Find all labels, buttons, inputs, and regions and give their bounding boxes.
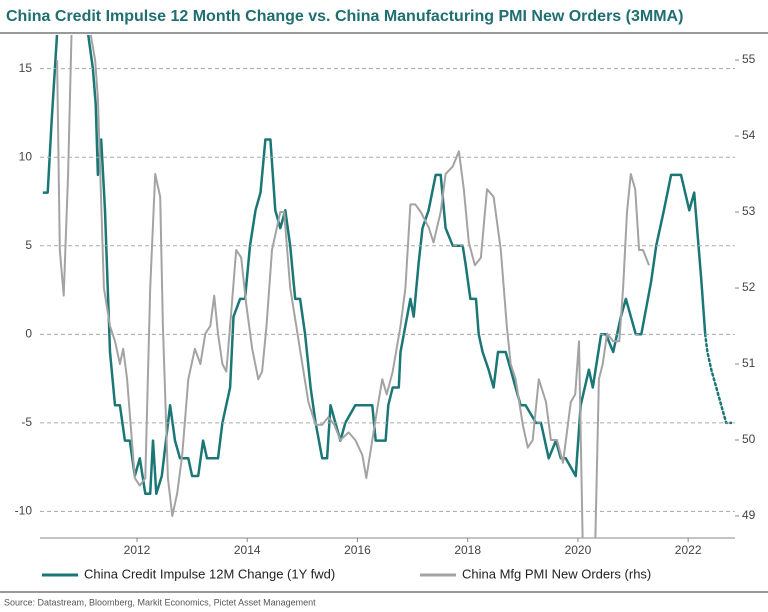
series-line xyxy=(42,35,707,495)
x-tick-label: 2016 xyxy=(344,543,371,557)
y2-tick-label: 53 xyxy=(742,204,756,218)
series-line xyxy=(56,35,650,538)
legend-label: China Mfg PMI New Orders (rhs) xyxy=(462,566,651,581)
y2-tick-label: 49 xyxy=(742,508,756,522)
y-tick-label: -10 xyxy=(15,504,33,518)
x-tick-label: 2018 xyxy=(454,543,481,557)
y-tick-label: 10 xyxy=(19,149,33,163)
y2-tick-label: 54 xyxy=(742,128,756,142)
chart-title: China Credit Impulse 12 Month Change vs.… xyxy=(6,8,683,25)
x-tick-label: 2020 xyxy=(565,543,592,557)
x-tick-label: 2014 xyxy=(234,543,261,557)
y2-tick-label: 55 xyxy=(742,52,756,66)
y2-tick-label: 51 xyxy=(742,356,756,370)
y-tick-label: 5 xyxy=(25,238,32,252)
y2-tick-label: 50 xyxy=(742,432,756,446)
y-tick-label: -5 xyxy=(21,415,32,429)
x-tick-label: 2022 xyxy=(675,543,702,557)
y-tick-label: 15 xyxy=(19,61,33,75)
series-line xyxy=(703,333,733,425)
source-note: Source: Datastream, Bloomberg, Markit Ec… xyxy=(4,597,316,607)
y-tick-label: 0 xyxy=(25,326,32,340)
x-tick-label: 2012 xyxy=(124,543,151,557)
plot-area xyxy=(42,35,733,538)
legend-label: China Credit Impulse 12M Change (1Y fwd) xyxy=(84,566,335,581)
y2-tick-label: 52 xyxy=(742,280,756,294)
